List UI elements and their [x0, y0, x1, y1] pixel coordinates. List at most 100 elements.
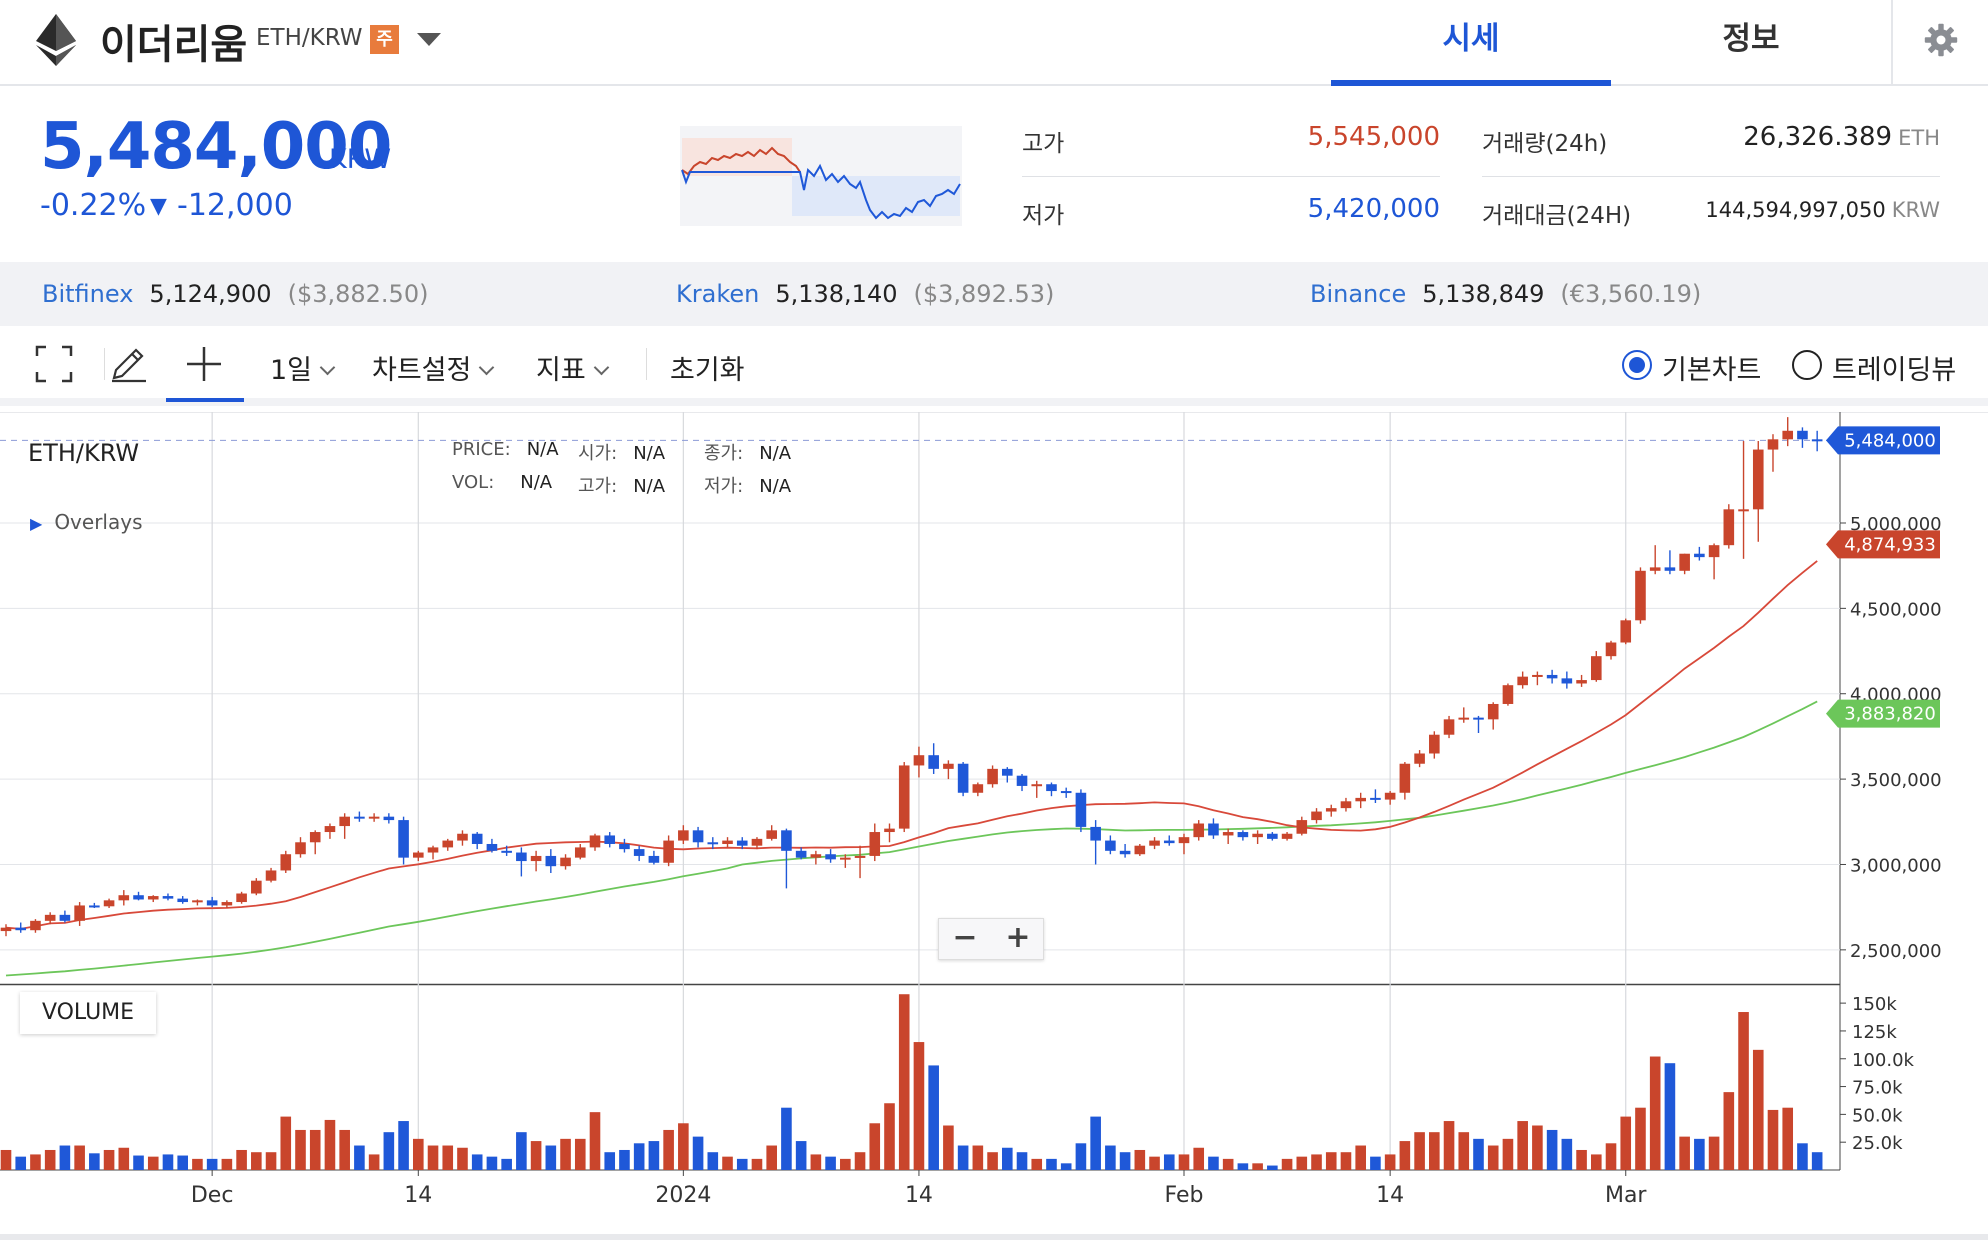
- divider: [1022, 176, 1440, 177]
- candle-body: [516, 852, 527, 862]
- candle-body: [1163, 840, 1175, 844]
- price-badge: [1826, 426, 1940, 455]
- candle-body: [1340, 801, 1352, 809]
- candle-body: [295, 842, 306, 855]
- volume-bar: [471, 1154, 483, 1170]
- volume-bar: [751, 1158, 763, 1170]
- time-tick-label: Dec: [191, 1183, 234, 1208]
- candle-body: [545, 855, 557, 867]
- volume-bar: [957, 1145, 969, 1170]
- volume-bar: [795, 1141, 807, 1170]
- candle-body: [236, 893, 247, 903]
- crosshair-icon[interactable]: [184, 344, 224, 384]
- volume-bar: [1517, 1121, 1528, 1170]
- chart-canvas[interactable]: 5,000,0004,500,0004,000,0003,500,0003,00…: [0, 412, 1988, 1240]
- exchange-name[interactable]: Bitfinex: [42, 280, 134, 308]
- volume-bar: [1414, 1132, 1425, 1170]
- ohlc-low: 저가: N/A: [704, 476, 792, 497]
- chevron-down-icon: [479, 359, 495, 376]
- volume-bar: [1134, 1149, 1146, 1170]
- volume-bar: [1487, 1145, 1499, 1170]
- candle-body: [1370, 797, 1381, 800]
- time-tick-label: Mar: [1605, 1183, 1647, 1208]
- exchange-kraken: Kraken 5,138,140 ($3,892.53): [676, 280, 1054, 308]
- candle-body: [1090, 826, 1101, 841]
- basic-chart-label[interactable]: 기본차트: [1662, 355, 1762, 386]
- candle-body: [1222, 832, 1234, 836]
- coin-symbol: ETH/KRW: [256, 25, 363, 51]
- candle-body: [1752, 449, 1764, 510]
- volume-bar: [486, 1156, 498, 1170]
- zoom-in-button[interactable]: +: [1005, 920, 1031, 955]
- volume-tick-label: 150k: [1852, 994, 1897, 1015]
- price-badge-label: 4,874,933: [1844, 534, 1936, 555]
- fullscreen-icon[interactable]: [34, 344, 74, 384]
- volume-bar: [383, 1132, 395, 1170]
- volume-bar: [943, 1125, 954, 1170]
- volume-bar: [692, 1136, 704, 1170]
- volume-bar: [118, 1147, 130, 1170]
- triangle-down-icon[interactable]: [414, 30, 444, 50]
- candle-body: [795, 850, 807, 858]
- exchange-name[interactable]: Kraken: [676, 280, 760, 308]
- volume-bar: [648, 1141, 660, 1170]
- candle-body: [442, 840, 454, 848]
- reset-button[interactable]: 초기화: [670, 355, 745, 386]
- volume-bar: [501, 1158, 512, 1170]
- tab-market[interactable]: 시세: [1331, 0, 1611, 86]
- candle-body: [1355, 797, 1366, 802]
- header: 이더리움 ETH/KRW 주 시세 정보: [0, 0, 1988, 86]
- indicators-button[interactable]: 지표: [536, 348, 609, 387]
- volume-bar: [412, 1138, 424, 1170]
- volume-bar: [1782, 1107, 1794, 1170]
- candle-body: [707, 842, 719, 845]
- radio-tradingview[interactable]: [1792, 350, 1822, 380]
- active-tool-indicator: [166, 398, 244, 402]
- candle-body: [324, 826, 336, 833]
- overlays-toggle[interactable]: ▶ Overlays: [30, 510, 143, 534]
- zoom-out-button[interactable]: −: [952, 920, 978, 955]
- volume-label: 거래량(24h): [1482, 131, 1608, 157]
- volume-bar: [251, 1152, 262, 1170]
- volume-bar: [530, 1141, 542, 1170]
- volume-bar: [1797, 1143, 1808, 1170]
- price-tick-label: 4,500,000: [1850, 599, 1942, 620]
- volume-bar: [162, 1154, 174, 1170]
- tradingview-label[interactable]: 트레이딩뷰: [1832, 355, 1957, 386]
- volume-bar: [1767, 1109, 1779, 1170]
- candle-body: [825, 854, 836, 860]
- candle-body: [1546, 674, 1558, 679]
- volume-bar: [442, 1145, 454, 1170]
- volume-bar: [1532, 1125, 1543, 1170]
- tab-info[interactable]: 정보: [1722, 21, 1780, 57]
- ohlc-price: PRICE: N/A: [452, 439, 559, 460]
- candle-body: [192, 900, 203, 903]
- settings-button[interactable]: [1891, 0, 1988, 84]
- volume-bar: [265, 1152, 277, 1170]
- volume-bar: [1679, 1136, 1690, 1170]
- interval-select[interactable]: 1일: [270, 348, 336, 387]
- candle-body: [1119, 850, 1131, 855]
- volume-bar: [295, 1129, 306, 1170]
- radio-basic-chart[interactable]: [1622, 350, 1652, 380]
- candle-body: [943, 763, 954, 769]
- volume-bar: [309, 1129, 321, 1170]
- candle-body: [781, 830, 792, 851]
- candle-body: [1590, 656, 1602, 681]
- pencil-icon[interactable]: [108, 344, 148, 384]
- volume-bar: [427, 1145, 439, 1170]
- chart-settings-button[interactable]: 차트설정: [372, 348, 495, 387]
- volume-bar: [1222, 1158, 1234, 1170]
- candle-body: [251, 880, 262, 894]
- volume-bar: [44, 1149, 56, 1170]
- candle-body: [1252, 833, 1263, 838]
- time-tick-label: 2024: [655, 1183, 711, 1208]
- candlestick-chart[interactable]: 5,000,000 4,500,000 4,000,000 3,500,000 3,00…: [0, 412, 1988, 1240]
- exchange-name[interactable]: Binance: [1310, 280, 1407, 308]
- volume-bar: [89, 1153, 100, 1170]
- volume-bar: [1178, 1154, 1190, 1170]
- candle-body: [1517, 676, 1528, 686]
- high-value: 5,545,000: [1307, 122, 1440, 152]
- volume-bar: [604, 1152, 616, 1170]
- volume-bar: [236, 1149, 247, 1170]
